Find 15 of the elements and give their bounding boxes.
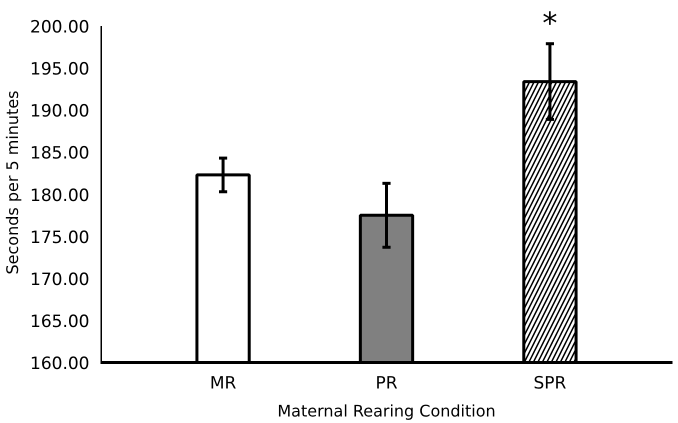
y-tick-label: 190.00 [30,102,90,122]
x-axis-title: Maternal Rearing Condition [277,402,496,420]
y-tick-label: 160.00 [30,354,90,374]
y-tick-label: 200.00 [30,18,90,38]
y-tick-label: 170.00 [30,270,90,290]
y-tick-label: 195.00 [30,60,90,80]
x-tick-label: SPR [534,374,567,394]
y-axis-title: Seconds per 5 minutes [3,90,22,274]
x-tick-label: MR [210,374,236,394]
y-tick-label: 165.00 [30,312,90,332]
annotation: * [542,6,558,42]
x-tick-label: PR [375,374,398,394]
y-tick-label: 180.00 [30,186,90,206]
y-tick-label: 185.00 [30,144,90,164]
y-tick-label: 175.00 [30,228,90,248]
